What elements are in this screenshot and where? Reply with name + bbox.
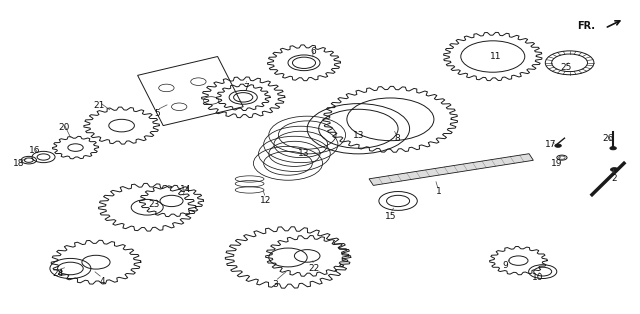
- Circle shape: [610, 147, 616, 150]
- Text: 18: 18: [13, 159, 25, 168]
- Circle shape: [555, 144, 561, 147]
- Text: 8: 8: [394, 134, 399, 143]
- Text: 22: 22: [308, 264, 319, 273]
- Text: 17: 17: [545, 140, 556, 149]
- Text: 11: 11: [490, 52, 502, 61]
- Text: 23: 23: [148, 200, 159, 208]
- Text: 24: 24: [52, 269, 63, 278]
- Text: 15: 15: [385, 212, 396, 221]
- Text: 26: 26: [602, 134, 614, 143]
- Text: 25: 25: [561, 63, 572, 72]
- Text: 5: 5: [154, 109, 159, 117]
- Text: 12: 12: [260, 197, 271, 205]
- Text: 1: 1: [436, 187, 441, 196]
- Text: 19: 19: [551, 159, 563, 168]
- Text: 4: 4: [100, 277, 105, 285]
- Text: 6: 6: [311, 47, 316, 56]
- Text: 21: 21: [93, 101, 105, 110]
- Circle shape: [611, 168, 618, 171]
- Text: 3: 3: [273, 280, 278, 289]
- Polygon shape: [369, 154, 533, 185]
- Text: 14: 14: [180, 186, 191, 194]
- Text: 7: 7: [244, 84, 249, 92]
- Text: 20: 20: [58, 123, 70, 132]
- Text: 9: 9: [503, 261, 508, 270]
- Text: 13: 13: [298, 149, 310, 158]
- Text: 2: 2: [612, 175, 617, 183]
- Text: 13: 13: [353, 131, 364, 139]
- Text: FR.: FR.: [577, 21, 595, 31]
- Text: 16: 16: [29, 146, 41, 155]
- Text: 10: 10: [532, 273, 543, 282]
